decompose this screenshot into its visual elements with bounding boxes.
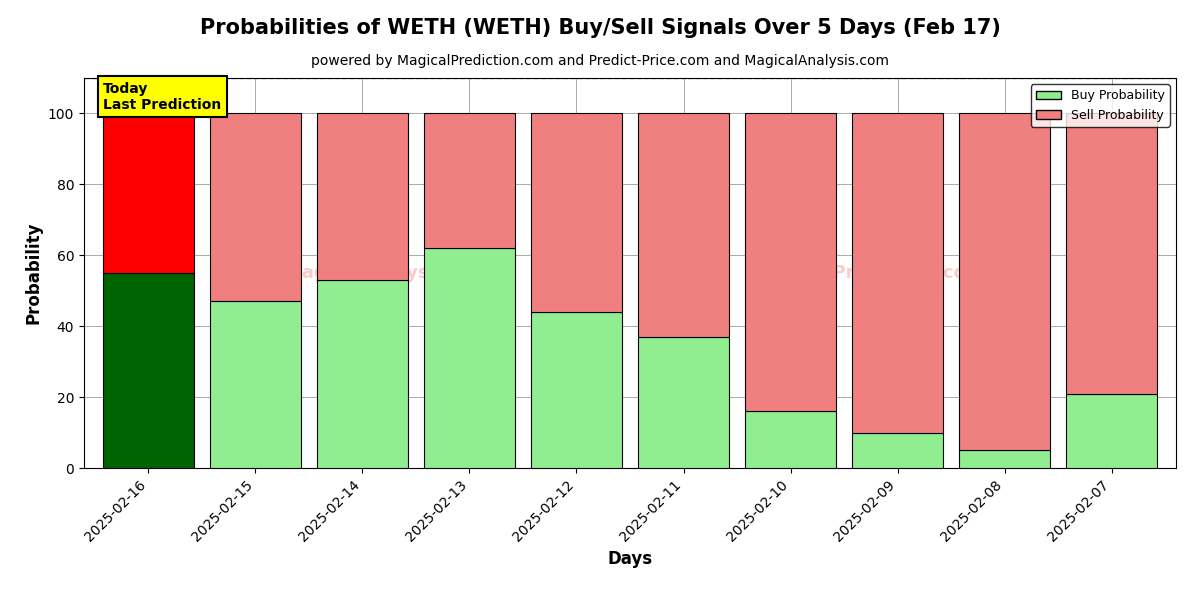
Bar — [745, 113, 836, 411]
Bar — [638, 337, 730, 468]
Bar — [745, 411, 836, 468]
Bar — [638, 113, 730, 337]
Bar — [1067, 113, 1157, 394]
Text: MagicalAnalysis.com: MagicalAnalysis.com — [284, 264, 494, 282]
Text: MagicalPrediction.com: MagicalPrediction.com — [756, 264, 985, 282]
Bar — [852, 433, 943, 468]
Bar — [103, 273, 193, 468]
Legend: Buy Probability, Sell Probability: Buy Probability, Sell Probability — [1031, 84, 1170, 127]
Text: powered by MagicalPrediction.com and Predict-Price.com and MagicalAnalysis.com: powered by MagicalPrediction.com and Pre… — [311, 54, 889, 68]
Bar — [530, 312, 622, 468]
X-axis label: Days: Days — [607, 550, 653, 568]
Bar — [959, 113, 1050, 450]
Bar — [852, 113, 943, 433]
Bar — [1067, 394, 1157, 468]
Text: Probabilities of WETH (WETH) Buy/Sell Signals Over 5 Days (Feb 17): Probabilities of WETH (WETH) Buy/Sell Si… — [199, 18, 1001, 38]
Bar — [317, 280, 408, 468]
Bar — [103, 113, 193, 273]
Bar — [317, 113, 408, 280]
Y-axis label: Probability: Probability — [24, 222, 42, 324]
Text: Today
Last Prediction: Today Last Prediction — [103, 82, 222, 112]
Bar — [959, 450, 1050, 468]
Bar — [210, 113, 301, 301]
Bar — [424, 248, 515, 468]
Bar — [424, 113, 515, 248]
Bar — [210, 301, 301, 468]
Bar — [530, 113, 622, 312]
